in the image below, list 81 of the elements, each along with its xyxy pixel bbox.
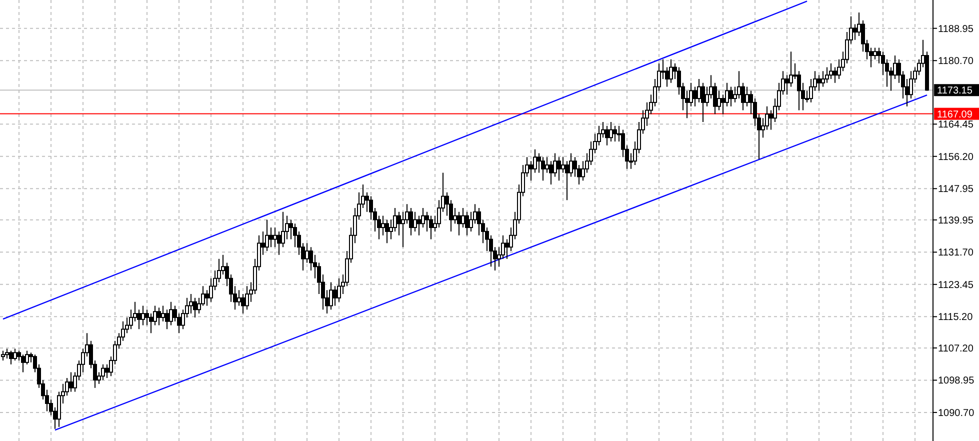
candlestick (817, 74, 821, 92)
candlestick (21, 354, 25, 373)
candlestick (785, 74, 789, 96)
y-tick-label: 1180.70 (938, 56, 974, 68)
candlestick (277, 230, 281, 256)
candlestick (561, 156, 565, 174)
y-tick-label: 1107.20 (938, 343, 974, 354)
candlestick (205, 290, 209, 306)
candlestick (853, 24, 857, 40)
candlestick (329, 282, 333, 310)
candlestick (769, 110, 773, 130)
candlestick (565, 160, 569, 201)
y-tick-label: 1131.70 (938, 248, 974, 259)
candlestick (381, 215, 385, 236)
candlestick (825, 66, 829, 84)
candlestick (461, 207, 465, 228)
ref-line-label: 1173.15 (937, 86, 973, 97)
candlestick (5, 348, 9, 360)
y-tick-label: 1147.95 (938, 184, 974, 196)
candlestick (457, 211, 461, 236)
candlestick (721, 94, 725, 115)
candlestick (557, 156, 561, 182)
candlestick (157, 307, 161, 326)
candlestick (541, 156, 545, 182)
candlestick (873, 47, 877, 60)
candlestick (701, 82, 705, 122)
candlestick (9, 350, 13, 365)
candlestick (265, 219, 269, 252)
candlestick (605, 125, 609, 146)
candlestick (333, 286, 337, 306)
candlestick (833, 66, 837, 84)
candlestick (669, 58, 673, 84)
candlestick (141, 305, 145, 326)
candlestick (413, 211, 417, 232)
candlestick (745, 86, 749, 107)
candlestick (693, 86, 697, 107)
candlestick (465, 211, 469, 236)
candlestick (429, 215, 433, 240)
y-tick-label: 1115.20 (938, 312, 974, 324)
candlestick (105, 364, 109, 379)
candlestick (269, 227, 273, 248)
candlestick (237, 290, 241, 306)
candlestick (385, 219, 389, 244)
candlestick (409, 207, 413, 236)
candlestick (829, 62, 833, 80)
y-tick-label: 1164.45 (938, 120, 974, 131)
candlestick (245, 286, 249, 310)
y-tick-label: 1156.20 (938, 152, 974, 163)
candlestick (549, 160, 553, 186)
candlestick (161, 305, 165, 322)
candlestick (13, 348, 17, 361)
candlestick (453, 207, 457, 224)
y-tick-label: 1123.45 (938, 280, 974, 291)
candlestick (609, 121, 613, 142)
candlestick (613, 125, 617, 142)
candlestick (529, 160, 533, 182)
y-tick-label: 1090.70 (938, 408, 975, 419)
y-tick-label: 1139.95 (938, 215, 974, 226)
candlestick (193, 297, 197, 318)
candlestick (273, 227, 277, 248)
candlestick (1, 350, 5, 361)
candlestick (149, 313, 153, 334)
candlestick (729, 86, 733, 107)
candlestick (417, 215, 421, 236)
candlestick (169, 301, 173, 326)
candlestick (305, 242, 309, 264)
candlestick (101, 364, 105, 381)
candlestick (717, 90, 721, 111)
candlestick (69, 372, 73, 392)
candlestick (337, 278, 341, 302)
candlestick (697, 78, 701, 103)
ref-line-label: 1167.09 (937, 109, 973, 120)
candlestick (189, 294, 193, 314)
candlestick (737, 70, 741, 100)
candlestick (545, 156, 549, 174)
candlestick (241, 294, 245, 314)
candlestick (821, 70, 825, 88)
candlestick (165, 309, 169, 330)
y-tick-label: 1188.95 (938, 24, 974, 35)
y-tick-label: 1098.95 (938, 376, 975, 387)
candlestick (505, 238, 509, 260)
